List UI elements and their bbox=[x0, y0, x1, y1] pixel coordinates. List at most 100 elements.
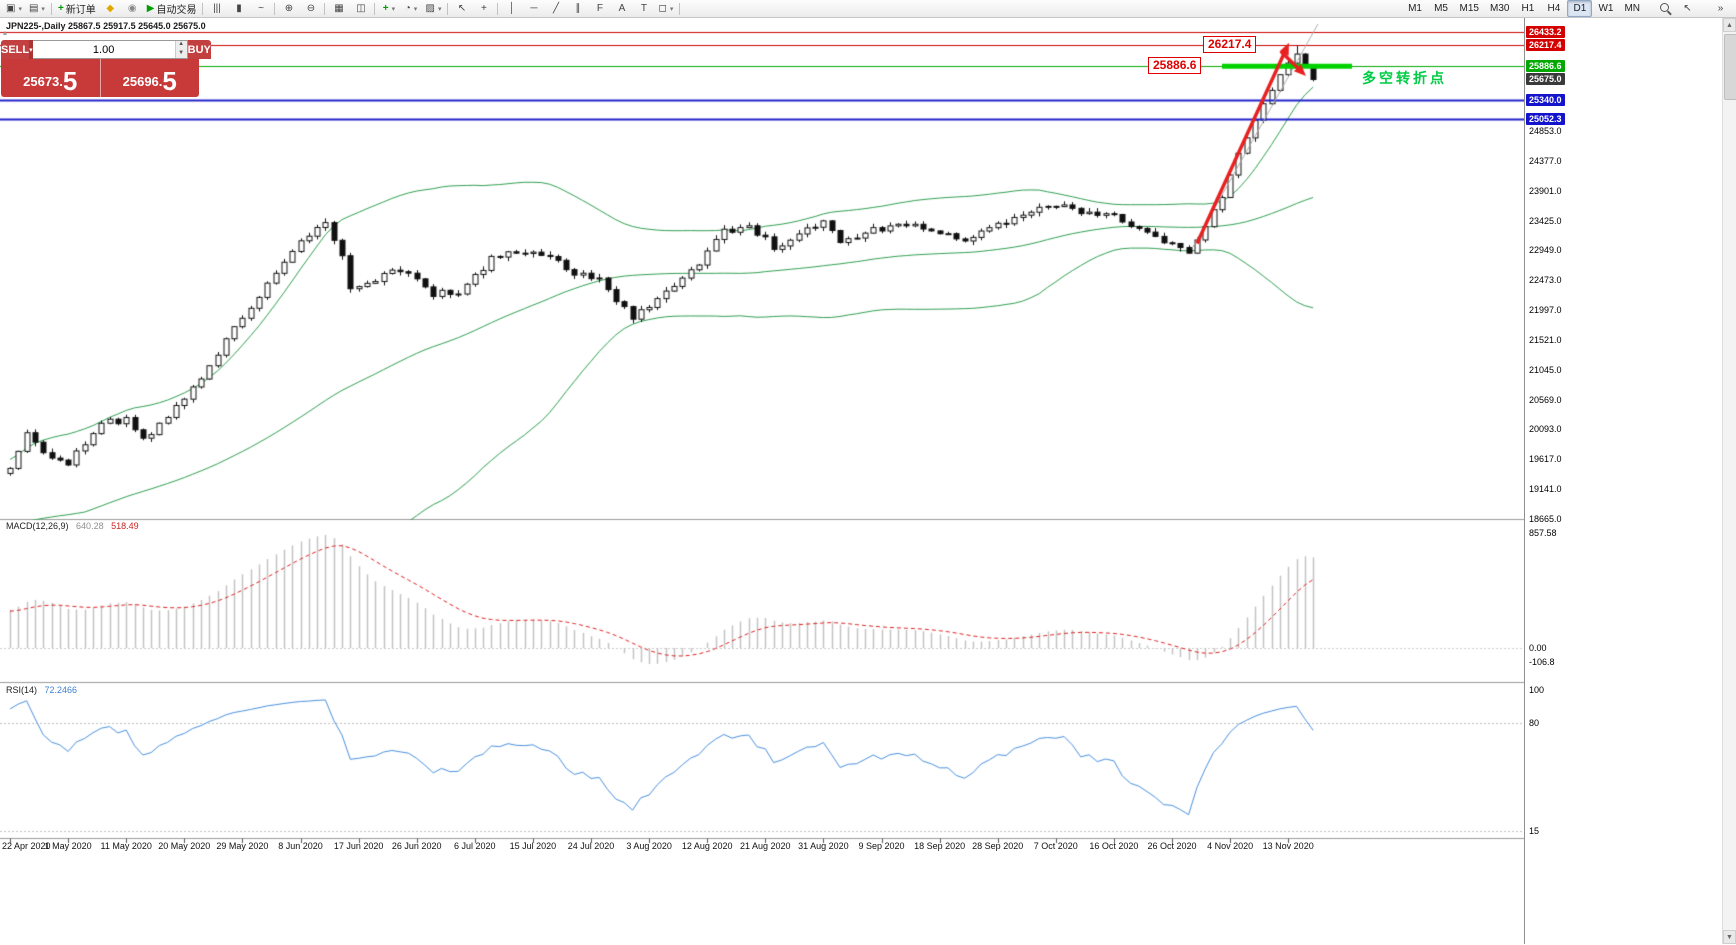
templates-icon: ▨ bbox=[425, 2, 435, 14]
new-order-button[interactable]: + 新订单 bbox=[55, 0, 99, 17]
toolbar-separator bbox=[274, 2, 276, 15]
time-scale-label: 17 Jun 2020 bbox=[333, 841, 384, 851]
price-scale-tick: 20093.0 bbox=[1529, 424, 1562, 435]
bar-chart-button[interactable]: ||| bbox=[206, 0, 227, 17]
scroll-down-button[interactable]: ▼ bbox=[1723, 930, 1736, 944]
vertical-line-button[interactable]: │ bbox=[501, 0, 522, 17]
tf-mn-button[interactable]: MN bbox=[1619, 0, 1645, 17]
line-chart-button[interactable]: ~ bbox=[250, 0, 271, 17]
one-click-collapse-button[interactable]: ▴ bbox=[3, 28, 8, 37]
tf-w1-button[interactable]: W1 bbox=[1593, 0, 1618, 17]
tf-h1-label: H1 bbox=[1521, 3, 1535, 14]
toolbar-group-insert: + ▾ ◔ ▾ ▨ ▾ bbox=[378, 0, 444, 17]
price-scale-tag: 25052.3 bbox=[1526, 112, 1565, 125]
price-scale-tick: 21045.0 bbox=[1529, 364, 1562, 375]
profiles-button[interactable]: ▤ ▾ bbox=[26, 0, 48, 17]
tf-m5-button[interactable]: M5 bbox=[1429, 0, 1454, 17]
price-scale-tag: 25675.0 bbox=[1526, 73, 1565, 86]
indicators-dropdown-icon: ▾ bbox=[391, 5, 396, 13]
templates-button[interactable]: ▨ ▾ bbox=[422, 0, 444, 17]
price-scale-tick: 19617.0 bbox=[1529, 454, 1562, 465]
search-button[interactable] bbox=[1655, 0, 1676, 17]
indicators-button[interactable]: + ▾ bbox=[378, 0, 399, 17]
time-scale-label: 22 Apr 2020 bbox=[2, 841, 51, 851]
fibonacci-button[interactable]: F bbox=[589, 0, 610, 17]
grid-button[interactable]: ▦ bbox=[328, 0, 349, 17]
price-scale-tag: 25340.0 bbox=[1526, 94, 1565, 107]
tf-m15-label: M15 bbox=[1459, 3, 1479, 14]
autotrading-button[interactable]: ▶ 自动交易 bbox=[144, 0, 200, 17]
text-button[interactable]: A bbox=[611, 0, 632, 17]
vertical-line-icon: │ bbox=[508, 2, 516, 14]
volume-decrease-button[interactable]: ▼ bbox=[175, 49, 187, 58]
time-scale-label: 24 Jul 2020 bbox=[567, 841, 615, 851]
periods-button[interactable]: ◔ ▾ bbox=[400, 0, 421, 17]
market-depth-icon: ◉ bbox=[127, 2, 137, 14]
chart-window[interactable]: JPN225-,Daily 25867.5 25917.5 25645.0 25… bbox=[0, 18, 1572, 944]
tf-d1-label: D1 bbox=[1573, 3, 1587, 14]
time-scale-label: 21 Aug 2020 bbox=[740, 841, 791, 851]
sell-button[interactable]: SELL bbox=[1, 40, 30, 59]
sell-dropdown-button[interactable]: ▾ bbox=[29, 40, 33, 59]
toolbar-separator bbox=[202, 2, 204, 15]
channel-button[interactable]: ∥ bbox=[567, 0, 588, 17]
zoom-out-icon: ⊖ bbox=[306, 2, 316, 14]
one-click-trading-panel: ▴ SELL ▾ ▲ ▼ BUY 25673. 5 25696. 5 bbox=[1, 28, 211, 97]
candlestick-chart-button[interactable]: ▮ bbox=[228, 0, 249, 17]
annotation-note-text[interactable]: 多空转折点 bbox=[1362, 70, 1447, 86]
tf-m1-label: M1 bbox=[1408, 3, 1422, 14]
metaeditor-button[interactable]: ◆ bbox=[100, 0, 121, 17]
volume-increase-button[interactable]: ▲ bbox=[175, 41, 187, 50]
price-scale-tag: 25886.6 bbox=[1526, 60, 1565, 73]
price-scale[interactable]: 24853.0 24377.0 23901.0 23425.0 22949.0 22473… bbox=[1524, 18, 1572, 944]
scrollbar-thumb[interactable] bbox=[1724, 34, 1736, 100]
sell-price-main: 25673. bbox=[23, 74, 63, 89]
fibonacci-icon: F bbox=[596, 2, 603, 14]
tf-h4-button[interactable]: H4 bbox=[1541, 0, 1566, 17]
zoom-in-button[interactable]: ⊕ bbox=[278, 0, 299, 17]
time-scale[interactable]: 22 Apr 2020 1 May 2020 11 May 2020 20 May 2… bbox=[0, 841, 1524, 855]
label-button[interactable]: T bbox=[633, 0, 654, 17]
tf-m1-button[interactable]: M1 bbox=[1403, 0, 1428, 17]
crosshair-button[interactable]: + bbox=[473, 0, 494, 17]
chart-title: JPN225-,Daily 25867.5 25917.5 25645.0 25… bbox=[6, 21, 206, 31]
sell-price[interactable]: 25673. 5 bbox=[1, 59, 101, 97]
toolbar-group-window: ▣ ▾ ▤ ▾ bbox=[3, 0, 48, 17]
scroll-up-button[interactable]: ▲ bbox=[1723, 18, 1736, 32]
cursor-button[interactable]: ↖ bbox=[451, 0, 472, 17]
vertical-scrollbar[interactable]: ▲ ▼ bbox=[1722, 18, 1736, 944]
toolbar-overflow-button[interactable]: » bbox=[1710, 0, 1731, 17]
annotation-pivot-level[interactable]: 25886.6 bbox=[1148, 57, 1202, 74]
tile-windows-button[interactable]: ◫ bbox=[350, 0, 371, 17]
new-chart-dropdown-icon: ▾ bbox=[18, 5, 22, 13]
volume-input[interactable] bbox=[32, 41, 175, 58]
tf-m15-button[interactable]: M15 bbox=[1455, 0, 1484, 17]
buy-price[interactable]: 25696. 5 bbox=[101, 59, 200, 97]
price-scale-tick: 23425.0 bbox=[1529, 215, 1562, 226]
price-scale-tick: 18665.0 bbox=[1529, 513, 1562, 524]
buy-button[interactable]: BUY bbox=[187, 40, 211, 59]
toolbar-separator bbox=[447, 2, 449, 15]
annotation-high-level[interactable]: 26217.4 bbox=[1203, 36, 1257, 53]
price-scale-tick: 19141.0 bbox=[1529, 484, 1562, 495]
zoom-out-button[interactable]: ⊖ bbox=[300, 0, 321, 17]
horizontal-line-button[interactable]: ─ bbox=[523, 0, 544, 17]
trendline-button[interactable]: ╱ bbox=[545, 0, 566, 17]
chart-canvas[interactable] bbox=[0, 18, 1572, 944]
shapes-button[interactable]: ◻ ▾ bbox=[655, 0, 676, 17]
tf-d1-button[interactable]: D1 bbox=[1567, 0, 1593, 17]
time-scale-label: 31 Aug 2020 bbox=[798, 841, 849, 851]
pointer-button[interactable]: ↖ bbox=[1677, 0, 1698, 17]
time-scale-label: 28 Sep 2020 bbox=[972, 841, 1024, 851]
toolbar-group-chart-type: ||| ▮ ~ bbox=[206, 0, 271, 17]
new-chart-button[interactable]: ▣ ▾ bbox=[3, 0, 25, 17]
tf-w1-label: W1 bbox=[1598, 3, 1614, 14]
tf-m30-button[interactable]: M30 bbox=[1485, 0, 1514, 17]
market-depth-button[interactable]: ◉ bbox=[122, 0, 143, 17]
rsi-scale-tick: 15 bbox=[1529, 826, 1540, 837]
rsi-scale-tick: 100 bbox=[1529, 685, 1545, 695]
channel-icon: ∥ bbox=[575, 2, 581, 14]
tf-h1-button[interactable]: H1 bbox=[1515, 0, 1540, 17]
main-toolbar: ▣ ▾ ▤ ▾ + 新订单 ◆ ◉ ▶ 自动交易 ||| ▮ ~ ⊕ ⊖ ▦ ◫ + ▾ ◔ ▾ ▨ ▾ ↖ + │ ─ ╱ ∥ F A T ◻… bbox=[0, 0, 1736, 18]
